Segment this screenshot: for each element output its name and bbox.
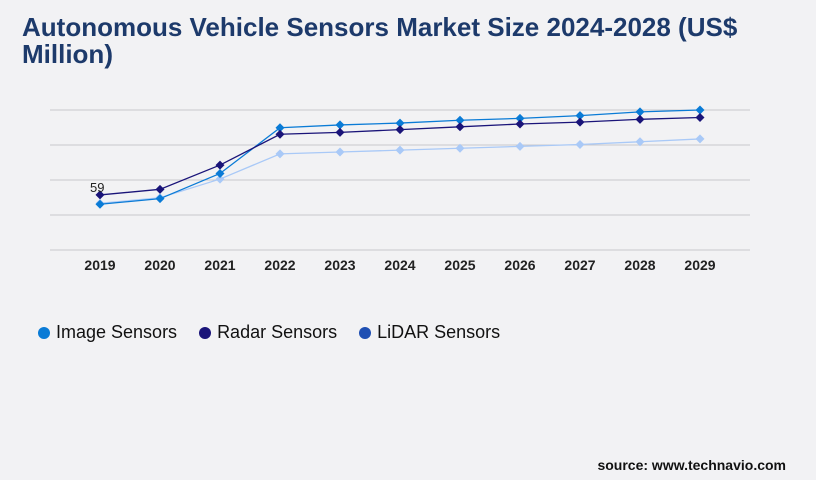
data-point bbox=[95, 190, 105, 200]
x-tick-label: 2022 bbox=[264, 257, 295, 273]
x-tick-label: 2025 bbox=[444, 257, 475, 273]
data-point bbox=[215, 168, 225, 178]
data-label: 59 bbox=[90, 180, 104, 195]
data-point bbox=[695, 105, 705, 115]
data-point bbox=[635, 137, 645, 147]
x-tick-label: 2028 bbox=[624, 257, 655, 273]
data-point bbox=[515, 119, 525, 129]
legend-marker-icon bbox=[359, 326, 372, 339]
data-point bbox=[275, 123, 285, 133]
legend-item: Radar Sensors bbox=[199, 322, 337, 343]
legend-marker-icon bbox=[199, 326, 212, 339]
data-point bbox=[515, 141, 525, 151]
legend-item: LiDAR Sensors bbox=[359, 322, 500, 343]
data-point bbox=[395, 118, 405, 128]
data-point bbox=[335, 120, 345, 130]
data-point bbox=[455, 143, 465, 153]
x-tick-label: 2029 bbox=[684, 257, 715, 273]
x-tick-label: 2020 bbox=[144, 257, 175, 273]
data-point bbox=[95, 199, 105, 209]
legend-label: Image Sensors bbox=[56, 322, 178, 342]
data-point bbox=[635, 107, 645, 117]
legend: Image Sensors Radar Sensors LiDAR Sensors bbox=[38, 322, 500, 343]
chart-title: Autonomous Vehicle Sensors Market Size 2… bbox=[22, 12, 738, 69]
x-tick-label: 2023 bbox=[324, 257, 355, 273]
data-point bbox=[275, 149, 285, 159]
data-point bbox=[275, 129, 285, 139]
x-tick-label: 2027 bbox=[564, 257, 595, 273]
source-note: source: www.technavio.com bbox=[597, 457, 786, 473]
legend-item: Image Sensors bbox=[38, 322, 177, 343]
data-point bbox=[575, 117, 585, 127]
legend-label: LiDAR Sensors bbox=[377, 322, 501, 342]
x-tick-label: 2019 bbox=[84, 257, 115, 273]
data-point bbox=[215, 160, 225, 170]
x-tick-label: 2024 bbox=[384, 257, 415, 273]
data-point bbox=[455, 122, 465, 132]
data-point bbox=[335, 127, 345, 137]
data-point bbox=[215, 174, 225, 184]
data-point bbox=[575, 111, 585, 121]
data-point bbox=[395, 125, 405, 135]
x-tick-label: 2021 bbox=[204, 257, 235, 273]
data-point bbox=[455, 115, 465, 125]
legend-marker-icon bbox=[38, 326, 50, 339]
data-point bbox=[335, 147, 345, 157]
data-point bbox=[515, 113, 525, 123]
data-point bbox=[695, 134, 705, 144]
data-point bbox=[635, 114, 645, 124]
data-point bbox=[155, 194, 165, 204]
x-tick-label: 2026 bbox=[504, 257, 535, 273]
data-point bbox=[155, 184, 165, 194]
data-point bbox=[395, 145, 405, 155]
legend-label: Radar Sensors bbox=[217, 322, 338, 342]
data-point bbox=[575, 140, 585, 150]
data-point bbox=[695, 112, 705, 122]
